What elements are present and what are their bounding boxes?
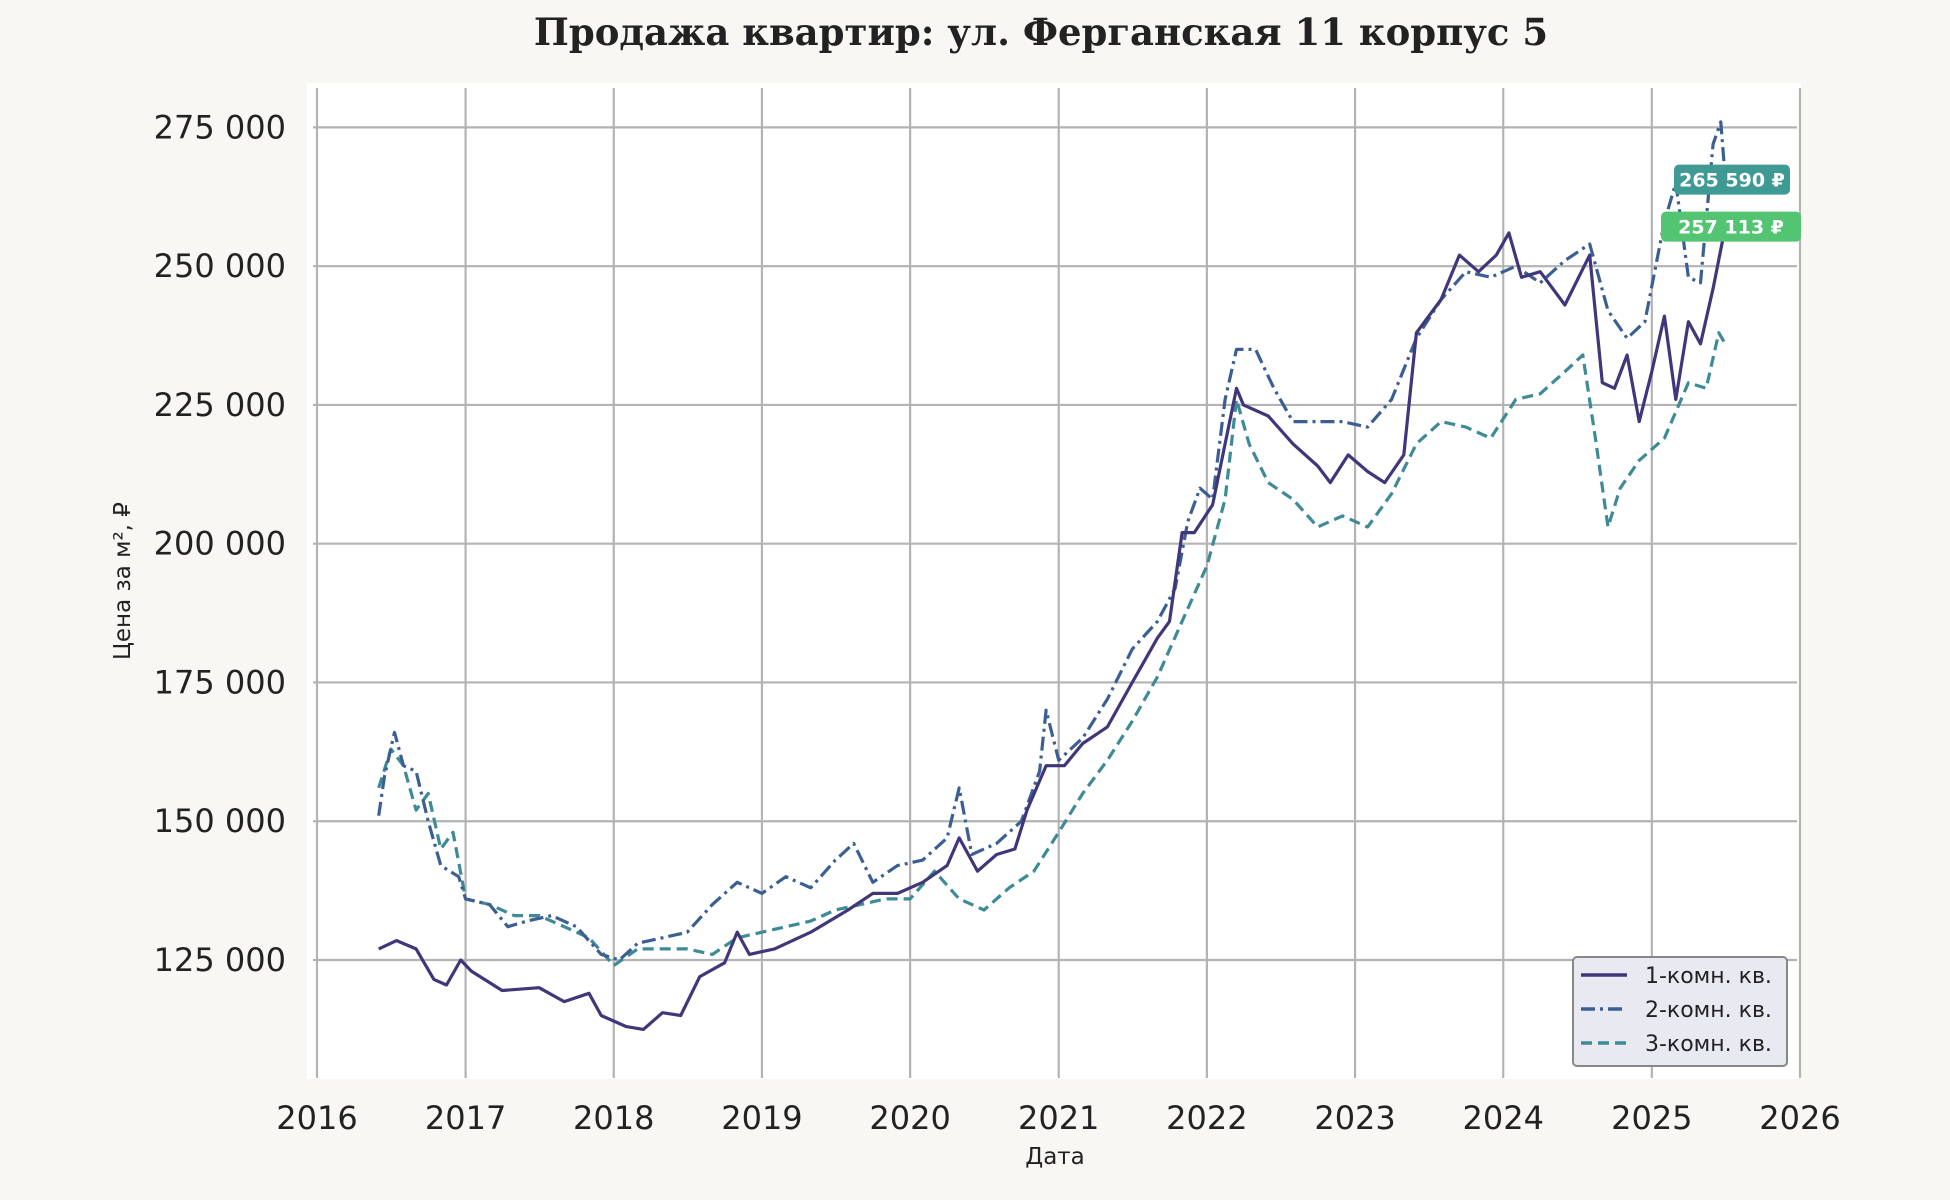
value-badge xyxy=(1661,211,1801,242)
x-tick-label: 2016 xyxy=(276,1099,357,1137)
y-tick-label: 150 000 xyxy=(154,802,286,840)
legend: 1-комн. кв. 2-комн. кв. 3-комн. кв. xyxy=(1572,956,1788,1067)
x-tick-label: 2022 xyxy=(1166,1099,1247,1137)
series-line xyxy=(377,331,1727,968)
y-tick-label: 225 000 xyxy=(154,386,286,424)
series-line xyxy=(377,120,1727,962)
x-tick-label: 2026 xyxy=(1759,1099,1840,1137)
series-line xyxy=(378,226,1727,1031)
value-badge-label: 265 590 ₽ xyxy=(1679,170,1785,192)
y-tick-label: 125 000 xyxy=(154,941,286,979)
x-tick-label: 2025 xyxy=(1611,1099,1692,1137)
x-tick-label: 2021 xyxy=(1018,1099,1099,1137)
legend-box xyxy=(1572,956,1788,1067)
value-badge-label: 257 113 ₽ xyxy=(1678,217,1784,239)
x-tick-label: 2020 xyxy=(869,1099,950,1137)
y-tick-label: 275 000 xyxy=(154,108,286,146)
plot-area xyxy=(307,83,1801,1079)
series-lines xyxy=(377,120,1727,1031)
x-tick-label: 2023 xyxy=(1314,1099,1395,1137)
x-tick-label: 2019 xyxy=(721,1099,802,1137)
value-badge xyxy=(1674,164,1790,195)
legend-label: 3-комн. кв. xyxy=(1645,1032,1772,1057)
legend-label: 2-комн. кв. xyxy=(1645,998,1772,1023)
x-tick-label: 2017 xyxy=(425,1099,506,1137)
y-tick-label: 200 000 xyxy=(154,525,286,563)
legend-label: 1-комн. кв. xyxy=(1645,964,1772,989)
y-tick-label: 250 000 xyxy=(154,247,286,285)
chart-title: Продажа квартир: ул. Ферганская 11 корпу… xyxy=(534,10,1548,54)
y-axis-label: Цена за м², ₽ xyxy=(110,502,136,660)
value-badges: 265 590 ₽ 257 113 ₽ xyxy=(1661,164,1801,242)
x-axis-label: Дата xyxy=(1025,1144,1085,1170)
y-tick-label: 175 000 xyxy=(154,663,286,701)
x-tick-label: 2024 xyxy=(1463,1099,1544,1137)
gridlines xyxy=(313,88,1802,1078)
x-tick-label: 2018 xyxy=(573,1099,654,1137)
axes: 125 000 150 000 175 000 200 000 225 000 250 0… xyxy=(154,108,1841,1137)
